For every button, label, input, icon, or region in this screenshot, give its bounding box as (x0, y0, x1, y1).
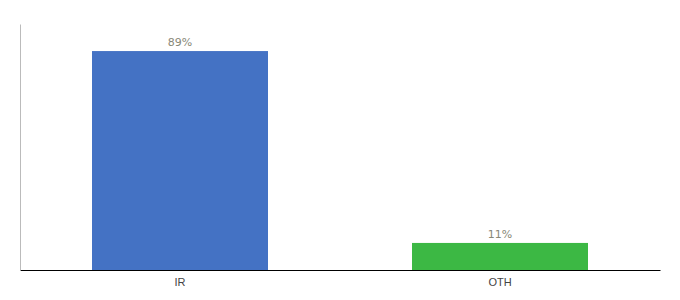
bars (92, 51, 588, 270)
x-tick: OTH (488, 276, 511, 288)
data-labels: 89% 11% (168, 36, 512, 241)
y-axis-line (20, 25, 21, 271)
data-label: 89% (168, 36, 192, 49)
chart-svg: IR OTH 89% 11% (0, 0, 680, 300)
x-tick-label: IR (175, 276, 186, 288)
bar (92, 51, 268, 270)
x-axis: IR OTH (21, 271, 661, 288)
x-tick: IR (175, 276, 186, 288)
chart-container: IR OTH 89% 11% (0, 0, 680, 300)
bar (412, 243, 588, 270)
x-axis-line (21, 270, 661, 271)
y-axis (20, 25, 21, 271)
x-tick-label: OTH (488, 276, 511, 288)
plot-area: IR OTH 89% 11% (21, 25, 661, 288)
data-label: 11% (488, 228, 512, 241)
